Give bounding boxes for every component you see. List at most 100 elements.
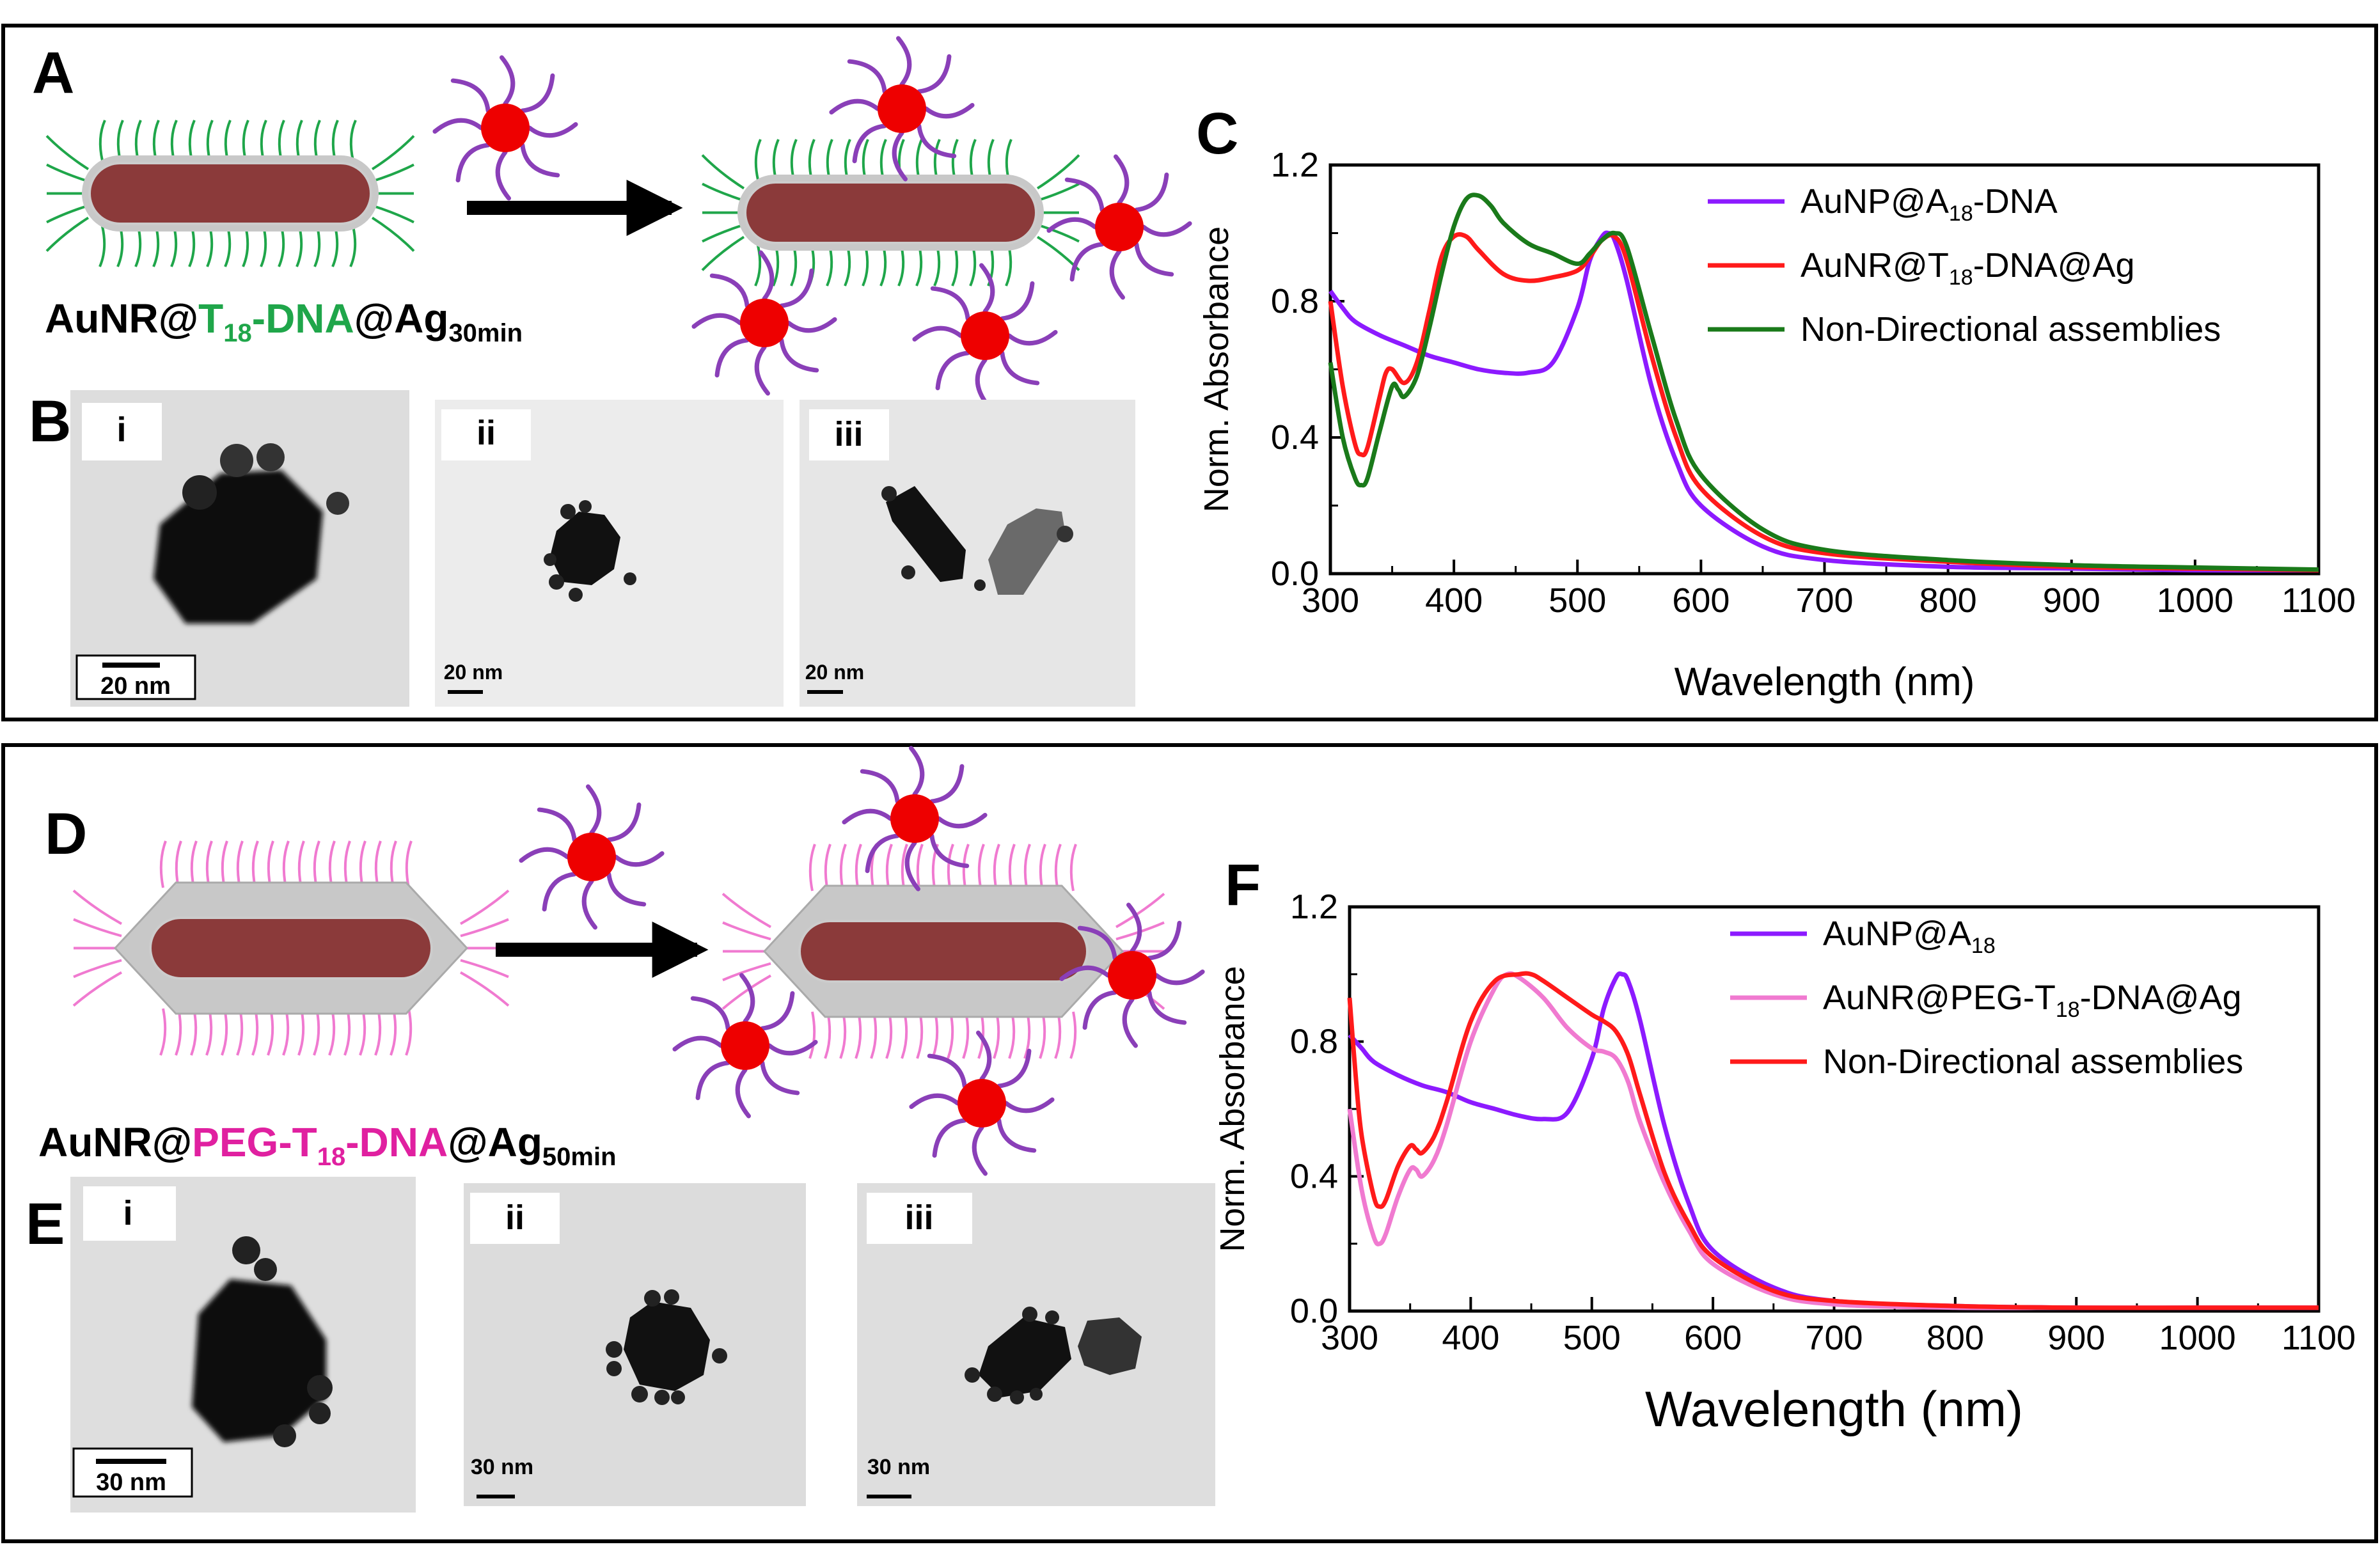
dna-strand	[912, 326, 963, 342]
dna-strand	[343, 1008, 351, 1056]
dna-strand	[328, 840, 336, 888]
dna-strand	[1039, 844, 1046, 892]
gold-nanoparticle	[740, 299, 789, 347]
aunr-peg-t18-dna-ag-rod	[72, 840, 510, 1056]
dna-strand	[722, 921, 771, 941]
dna-strand	[134, 226, 142, 267]
attached-particle	[1046, 154, 1192, 300]
dna-strand	[879, 245, 887, 287]
x-tick-label: 1000	[2159, 1319, 2236, 1357]
legend-entry: Non-Directional assemblies	[1801, 310, 2221, 349]
caption-bottom: AuNR@PEG-T18-DNA@Ag50min	[38, 1119, 617, 1171]
dna-strand	[790, 245, 798, 287]
dna-strand	[460, 959, 509, 978]
dna-strand	[932, 1118, 967, 1158]
dna-strand	[997, 1048, 1032, 1088]
panel-label-a: A	[32, 40, 74, 106]
dna-strand	[972, 1125, 988, 1176]
dna-strand	[691, 313, 743, 329]
x-tick-label: 800	[1927, 1319, 1984, 1357]
dna-strand	[1109, 249, 1126, 300]
dna-strand	[205, 1008, 213, 1056]
x-tick-label: 500	[1549, 581, 1606, 620]
top-figure-frame	[1, 24, 2378, 721]
dna-strand	[860, 769, 900, 804]
attached-particle	[912, 263, 1058, 409]
x-tick-label: 600	[1684, 1319, 1742, 1357]
schematic-d	[72, 746, 1205, 1176]
tem-b-i-scale: 20 nm	[100, 673, 171, 700]
dna-strand	[701, 235, 745, 271]
dna-strand	[190, 1008, 198, 1056]
x-tick-label: 900	[2043, 581, 2100, 620]
dna-strand	[328, 1008, 336, 1056]
dna-strand	[359, 840, 366, 888]
y-tick-label: 0.0	[1271, 554, 1319, 593]
dna-strand	[1141, 221, 1192, 237]
dna-strand	[1005, 139, 1013, 180]
dna-strand	[116, 226, 124, 267]
dna-strand	[331, 226, 339, 267]
panel-label-e: E	[26, 1191, 65, 1257]
dna-strand	[917, 123, 957, 159]
series-line-3	[1347, 971, 2319, 1310]
series-line-2	[1328, 232, 2319, 573]
dna-strand	[405, 1008, 413, 1056]
gold-nanoparticle	[958, 1079, 1006, 1128]
dna-strand	[134, 120, 142, 161]
tem-b-iii-scale: 20 nm	[805, 661, 864, 684]
dna-strand	[606, 802, 642, 842]
tem-e-ii-label: ii	[505, 1198, 524, 1237]
dna-strand	[826, 139, 833, 180]
dna-strand	[987, 139, 995, 180]
tem-b-i: i 20 nm	[70, 390, 409, 707]
attached-particle	[672, 973, 818, 1119]
x-tick-label: 600	[1672, 581, 1730, 620]
dna-strand	[1064, 177, 1105, 212]
dna-strand	[1134, 242, 1174, 277]
dna-strand	[313, 226, 321, 267]
dna-strand	[969, 139, 977, 180]
tem-e-iii-scale: 30 nm	[867, 1455, 930, 1479]
y-tick-label: 0.8	[1271, 282, 1319, 320]
dna-strand	[936, 812, 988, 829]
dna-strand	[933, 245, 941, 287]
dna-strand	[374, 840, 382, 888]
dna-strand	[460, 918, 509, 938]
dna-strand	[242, 226, 249, 267]
dna-strand	[296, 226, 303, 267]
aunr-t18-dna-ag-rod	[45, 120, 415, 267]
dna-strand	[152, 226, 160, 267]
dna-strand	[1036, 154, 1080, 190]
tem-e-iii-label: iii	[904, 1198, 933, 1237]
dna-strand	[779, 338, 819, 373]
x-tick-label: 700	[1805, 1319, 1863, 1357]
dna-strand	[432, 118, 484, 134]
dna-strand	[359, 1008, 366, 1056]
dna-strand	[931, 1011, 939, 1059]
dna-strand	[175, 840, 182, 888]
x-tick-label: 300	[1321, 1319, 1378, 1357]
dna-strand	[929, 833, 970, 868]
dna-strand	[170, 120, 178, 161]
dna-strand	[206, 226, 214, 267]
dna-strand	[916, 844, 924, 892]
x-tick-label: 700	[1795, 581, 1853, 620]
dna-strand	[909, 1093, 960, 1110]
dna-strand	[267, 840, 274, 888]
dna-strand	[1008, 844, 1016, 892]
series-line-2	[1347, 971, 2319, 1310]
bottom-figure-frame	[1, 743, 2378, 1543]
dna-strand	[1037, 182, 1080, 202]
dna-strand	[159, 1008, 167, 1056]
panel-label-c: C	[1196, 101, 1238, 166]
dna-strand	[702, 182, 745, 202]
dna-strand	[1082, 990, 1117, 1030]
dna-strand	[933, 139, 941, 180]
dna-strand	[1008, 1011, 1016, 1059]
dna-strand	[855, 1011, 862, 1059]
dna-strand	[251, 840, 259, 888]
dna-strand	[221, 840, 228, 888]
dna-strand	[1000, 281, 1035, 321]
dna-strand	[826, 245, 833, 287]
